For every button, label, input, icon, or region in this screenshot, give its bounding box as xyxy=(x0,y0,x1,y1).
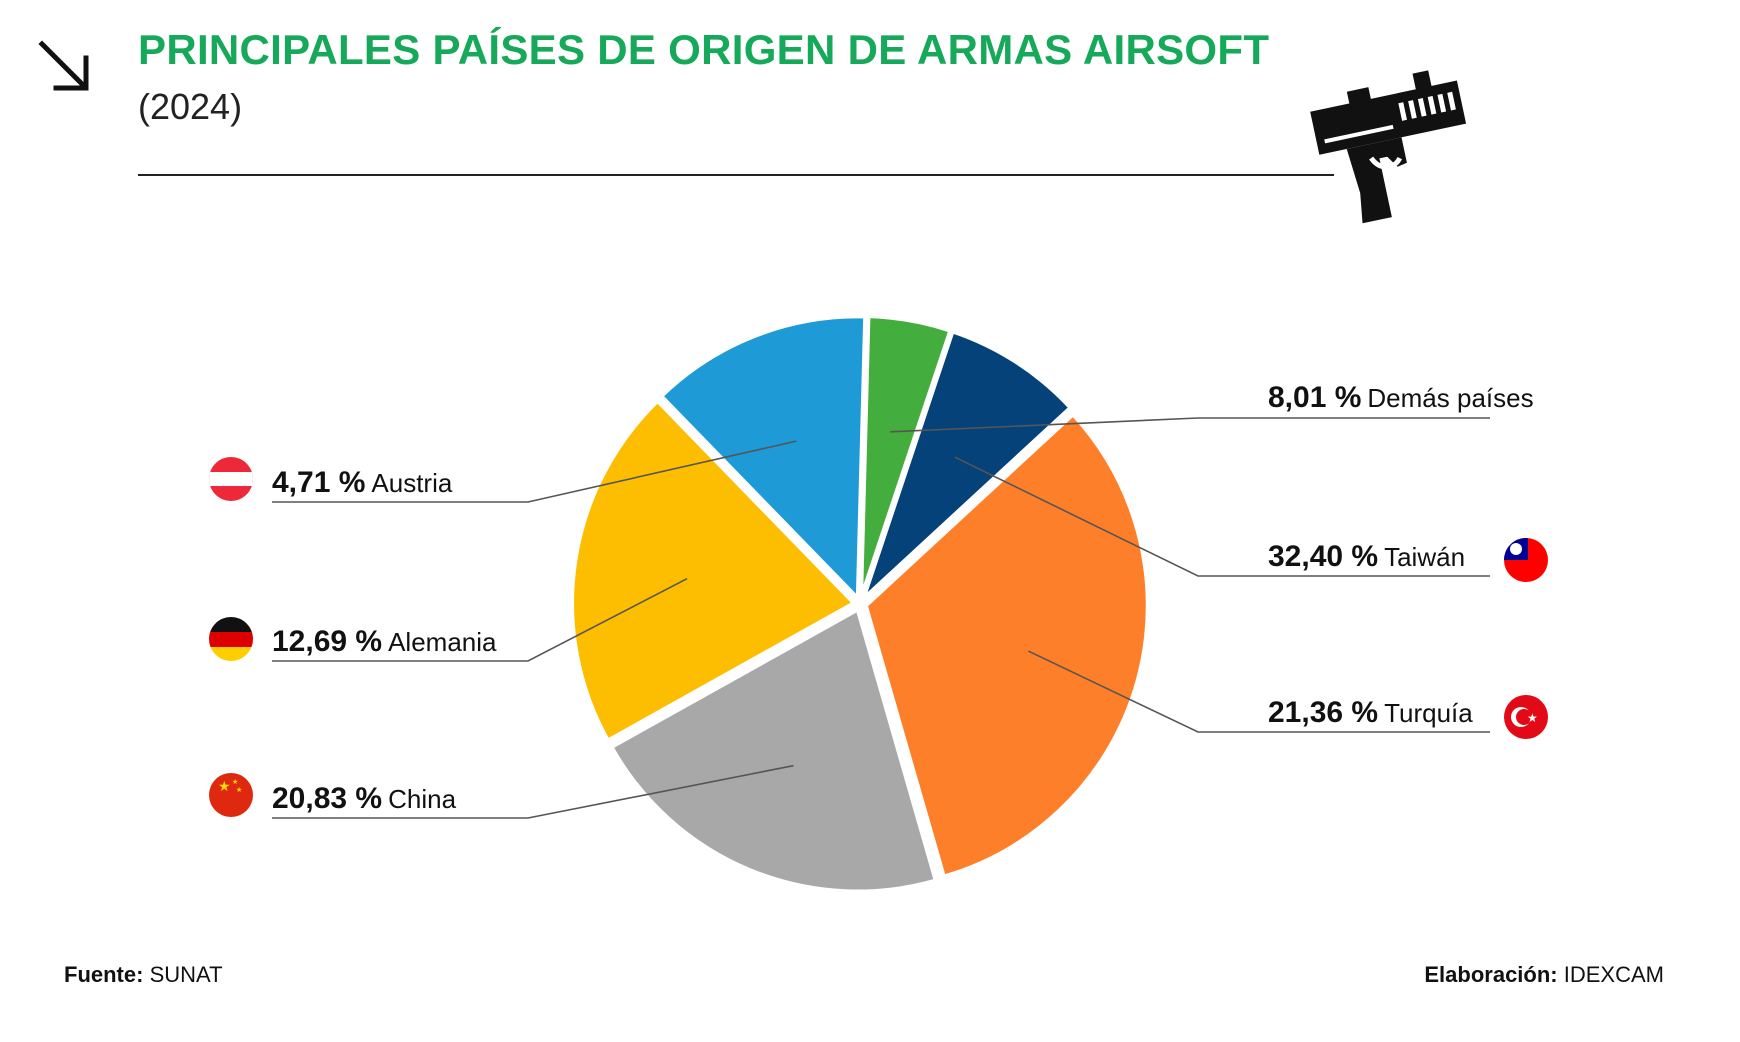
svg-text:4,71 %Austria: 4,71 % Austria xyxy=(272,466,453,499)
alemania-name: Alemania xyxy=(388,627,497,657)
china-value: 20,83 % xyxy=(272,782,382,815)
pie-slice-demás-países xyxy=(861,328,1074,601)
label-austria: 4,71 % Austria xyxy=(209,457,453,501)
leader-line xyxy=(890,417,1490,433)
label-turquia: 21,36 % Turquía ★ xyxy=(1268,695,1548,739)
svg-text:8,01 %Demás países: 8,01 % Demás países xyxy=(1268,381,1534,414)
label-taiwan: 32,40 % Taiwán xyxy=(1268,538,1548,582)
credit-value: IDEXCAM xyxy=(1563,962,1664,987)
arrow-down-right-icon xyxy=(38,40,89,91)
austria-flag-icon xyxy=(209,457,253,501)
leader-line xyxy=(954,456,1490,577)
label-demas-paises: 8,01 % Demás países xyxy=(1268,381,1534,414)
chart-title: PRINCIPALES PAÍSES DE ORIGEN DE ARMAS AI… xyxy=(138,26,1270,73)
svg-text:★: ★ xyxy=(232,778,238,786)
demas-paises-value: 8,01 % xyxy=(1268,381,1361,414)
label-alemania: 12,69 % Alemania xyxy=(209,617,497,661)
credit-label: Elaboración: xyxy=(1424,962,1558,987)
austria-name: Austria xyxy=(371,468,452,498)
demas-paises-name: Demás países xyxy=(1367,383,1533,413)
svg-text:★: ★ xyxy=(236,786,242,794)
china-name: China xyxy=(388,784,456,814)
austria-value: 4,71 % xyxy=(272,466,365,499)
credit-note: Elaboración: IDEXCAM xyxy=(1424,962,1664,988)
germany-flag-icon xyxy=(209,617,253,661)
turquia-value: 21,36 % xyxy=(1268,696,1378,729)
turkey-flag-icon: ★ xyxy=(1504,695,1548,739)
leader-line xyxy=(272,440,797,503)
source-note: Fuente: SUNAT xyxy=(64,962,223,988)
pie-slice-alemania xyxy=(658,314,868,604)
china-flag-icon: ★ ★ ★ xyxy=(209,773,253,817)
pie-slice-turquía xyxy=(608,606,939,894)
svg-text:20,83 %China: 20,83 % China xyxy=(272,782,457,815)
leader-line xyxy=(272,764,794,819)
label-china: ★ ★ ★ 20,83 % China xyxy=(209,773,457,817)
pie-slices xyxy=(570,314,1150,894)
source-value: SUNAT xyxy=(149,962,223,987)
pie-slice-austria xyxy=(859,314,953,599)
taiwan-flag-icon xyxy=(1504,538,1548,582)
leader-line xyxy=(1028,650,1490,733)
turquia-name: Turquía xyxy=(1384,698,1473,728)
pistol-icon xyxy=(1310,70,1467,224)
taiwan-name: Taiwán xyxy=(1384,542,1465,572)
svg-text:32,40 %Taiwán: 32,40 % Taiwán xyxy=(1268,540,1465,573)
taiwan-value: 32,40 % xyxy=(1268,540,1378,573)
alemania-value: 12,69 % xyxy=(272,625,382,658)
title-divider xyxy=(138,174,1334,176)
chart-subtitle: (2024) xyxy=(138,86,243,127)
svg-text:★: ★ xyxy=(218,779,231,795)
pie-slice-taiwán xyxy=(863,411,1150,880)
leader-line xyxy=(272,577,688,662)
source-label: Fuente: xyxy=(64,962,144,987)
svg-text:21,36 %Turquía: 21,36 % Turquía xyxy=(1268,696,1473,729)
leader-lines xyxy=(272,417,1490,819)
svg-text:★: ★ xyxy=(1527,711,1538,725)
pie-slice-china xyxy=(570,398,858,744)
svg-text:12,69 %Alemania: 12,69 % Alemania xyxy=(272,625,497,658)
